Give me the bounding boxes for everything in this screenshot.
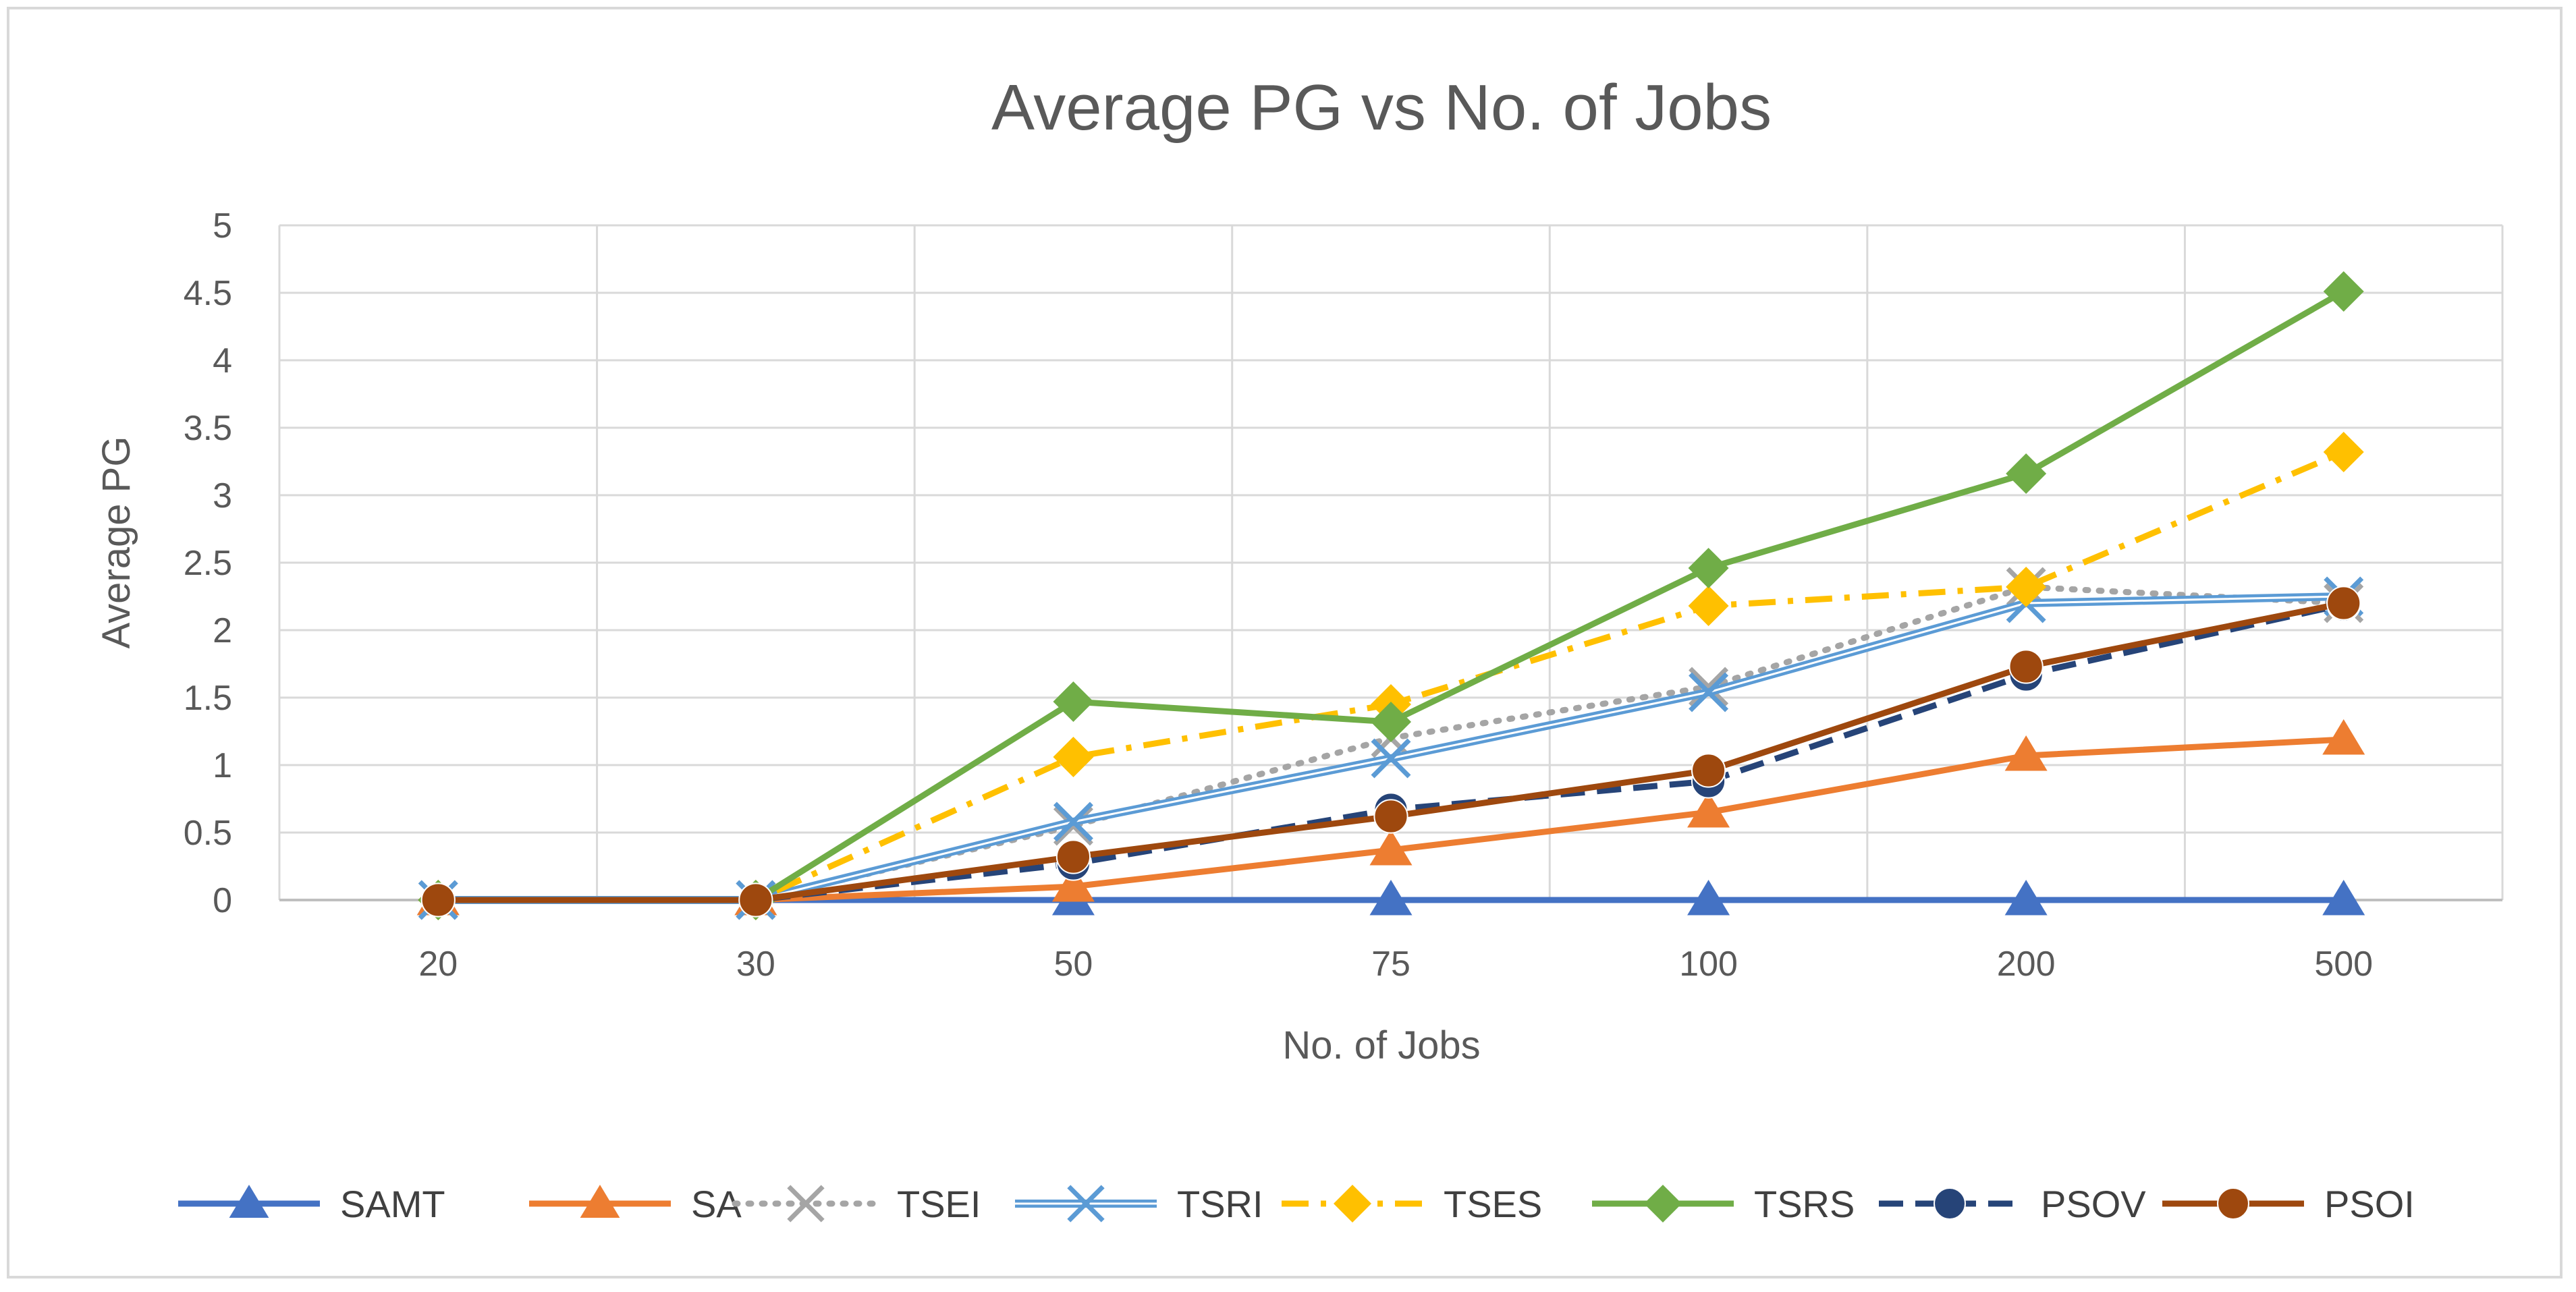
marker-stroke xyxy=(1689,667,1729,707)
x-tick-label: 100 xyxy=(1679,945,1738,984)
data-point xyxy=(1689,667,1729,707)
y-axis-ticks: 0 0.5 1 1.5 2 2.5 3 3.5 4 4.5 5 xyxy=(184,206,232,920)
data-point xyxy=(2323,432,2364,472)
data-point xyxy=(1053,681,1094,722)
y-tick-label: 3 xyxy=(213,476,232,515)
legend-label: SAMT xyxy=(340,1183,445,1225)
marker-stroke xyxy=(1053,802,1093,842)
x-tick-label: 30 xyxy=(736,945,775,984)
x-tick-label: 200 xyxy=(1997,945,2056,984)
data-point xyxy=(1689,672,1729,712)
legend-label: TSRS xyxy=(1754,1183,1855,1225)
legend-label: TSEI xyxy=(897,1183,981,1225)
y-tick-label: 2 xyxy=(213,611,232,650)
legend-item-psov: PSOV xyxy=(1879,1183,2146,1225)
legend-marker xyxy=(1067,1185,1105,1223)
y-tick-label: 1 xyxy=(213,746,232,785)
data-point xyxy=(1373,799,1408,834)
legend-item-tsrs: TSRS xyxy=(1592,1183,1855,1225)
data-point xyxy=(2006,567,2047,607)
y-tick-label: 1.5 xyxy=(184,679,232,718)
x-tick-label: 75 xyxy=(1371,945,1410,984)
data-point xyxy=(1688,586,1729,626)
data-point xyxy=(1051,866,1095,902)
legend-item-samt: SAMT xyxy=(178,1183,445,1225)
data-point xyxy=(2006,453,2047,494)
legend-marker xyxy=(229,1185,269,1218)
data-point xyxy=(1053,737,1094,777)
legend-label: PSOI xyxy=(2324,1183,2415,1225)
data-point xyxy=(1687,792,1730,828)
data-point xyxy=(2322,880,2365,916)
data-point xyxy=(2323,271,2364,312)
data-point xyxy=(1371,738,1411,779)
data-point xyxy=(1053,802,1093,842)
legend-marker xyxy=(580,1185,620,1218)
legend-item-tsri: TSRI xyxy=(1015,1183,1263,1225)
legend-marker xyxy=(1644,1185,1682,1223)
data-point xyxy=(1688,548,1729,588)
data-point xyxy=(2004,880,2048,916)
x-tick-label: 20 xyxy=(418,945,458,984)
data-point xyxy=(1371,702,1411,742)
legend-item-psoi: PSOI xyxy=(2162,1183,2415,1225)
data-point xyxy=(738,882,773,918)
marker-stroke xyxy=(1689,672,1729,712)
legend-label: TSRI xyxy=(1177,1183,1263,1225)
chart-container: Average PG vs No. of Jobs 0 0.5 1 1.5 2 2.5 3 3… xyxy=(7,7,2563,1279)
data-point xyxy=(1369,880,1413,916)
y-tick-label: 5 xyxy=(213,206,232,246)
legend-label: PSOV xyxy=(2041,1183,2146,1225)
data-point xyxy=(1056,839,1091,874)
line-chart: Average PG vs No. of Jobs 0 0.5 1 1.5 2 2.5 3 3… xyxy=(94,72,2504,1225)
y-tick-label: 3.5 xyxy=(184,409,232,448)
data-point xyxy=(2004,735,2048,771)
x-axis-ticks: 20 30 50 75 100 200 500 xyxy=(418,945,2373,984)
data-point xyxy=(2008,649,2044,684)
y-axis-title: Average PG xyxy=(94,437,138,649)
y-tick-label: 4 xyxy=(213,341,232,381)
data-point xyxy=(1691,753,1726,788)
series-psoi xyxy=(420,586,2361,918)
marker-stroke xyxy=(1371,738,1411,779)
y-tick-label: 4.5 xyxy=(184,274,232,313)
legend-item-tses: TSES xyxy=(1282,1183,1542,1225)
x-tick-label: 50 xyxy=(1054,945,1093,984)
y-tick-label: 2.5 xyxy=(184,544,232,583)
marker-stroke xyxy=(1067,1185,1105,1223)
legend-marker xyxy=(1934,1187,1966,1220)
legend: SAMT SA TSEI TSRI TSES TSRS PSOV PSOI xyxy=(178,1183,2415,1225)
x-tick-label: 500 xyxy=(2314,945,2373,984)
legend-marker xyxy=(2217,1187,2249,1220)
series-tsei xyxy=(418,567,2364,920)
legend-label: TSES xyxy=(1444,1183,1542,1225)
data-point xyxy=(2322,719,2365,755)
x-axis-title: No. of Jobs xyxy=(1282,1023,1480,1067)
chart-title: Average PG vs No. of Jobs xyxy=(991,72,1772,144)
y-tick-label: 0.5 xyxy=(184,814,232,853)
y-tick-label: 0 xyxy=(213,881,232,920)
marker-stroke xyxy=(787,1185,825,1223)
data-point xyxy=(420,882,456,918)
legend-marker xyxy=(787,1185,825,1223)
legend-item-tsei: TSEI xyxy=(732,1183,981,1225)
data-point xyxy=(2326,586,2361,621)
legend-marker xyxy=(1334,1185,1371,1223)
data-point xyxy=(1687,880,1730,916)
data-point xyxy=(1369,830,1413,866)
legend-item-sa: SA xyxy=(529,1183,742,1225)
series xyxy=(416,271,2365,920)
